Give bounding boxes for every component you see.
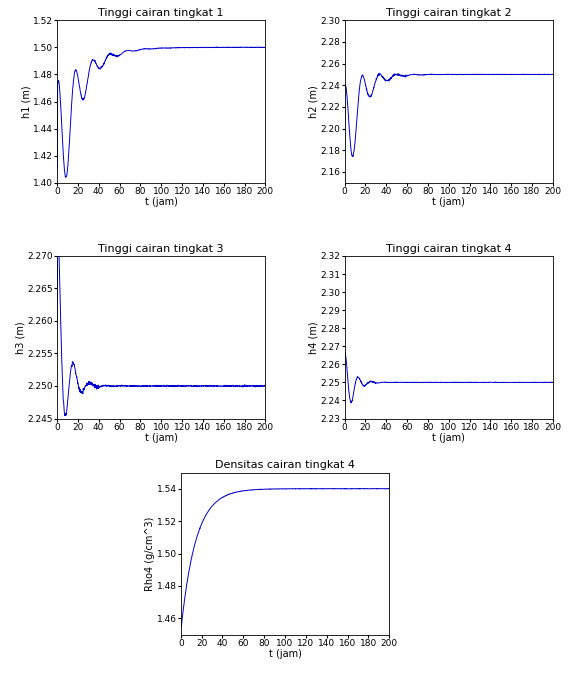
X-axis label: t (jam): t (jam) xyxy=(432,433,465,443)
Title: Tinggi cairan tingkat 3: Tinggi cairan tingkat 3 xyxy=(99,244,224,254)
Y-axis label: h3 (m): h3 (m) xyxy=(16,321,26,354)
Title: Tinggi cairan tingkat 2: Tinggi cairan tingkat 2 xyxy=(386,8,511,18)
Y-axis label: h2 (m): h2 (m) xyxy=(309,85,319,118)
X-axis label: t (jam): t (jam) xyxy=(432,197,465,207)
X-axis label: t (jam): t (jam) xyxy=(145,433,178,443)
Title: Tinggi cairan tingkat 4: Tinggi cairan tingkat 4 xyxy=(386,244,511,254)
Y-axis label: h1 (m): h1 (m) xyxy=(21,85,31,118)
Title: Densitas cairan tingkat 4: Densitas cairan tingkat 4 xyxy=(215,460,355,470)
X-axis label: t (jam): t (jam) xyxy=(145,197,178,207)
Y-axis label: Rho4 (g/cm^3): Rho4 (g/cm^3) xyxy=(145,516,155,591)
X-axis label: t (jam): t (jam) xyxy=(268,649,302,659)
Y-axis label: h4 (m): h4 (m) xyxy=(309,321,319,354)
Title: Tinggi cairan tingkat 1: Tinggi cairan tingkat 1 xyxy=(99,8,224,18)
